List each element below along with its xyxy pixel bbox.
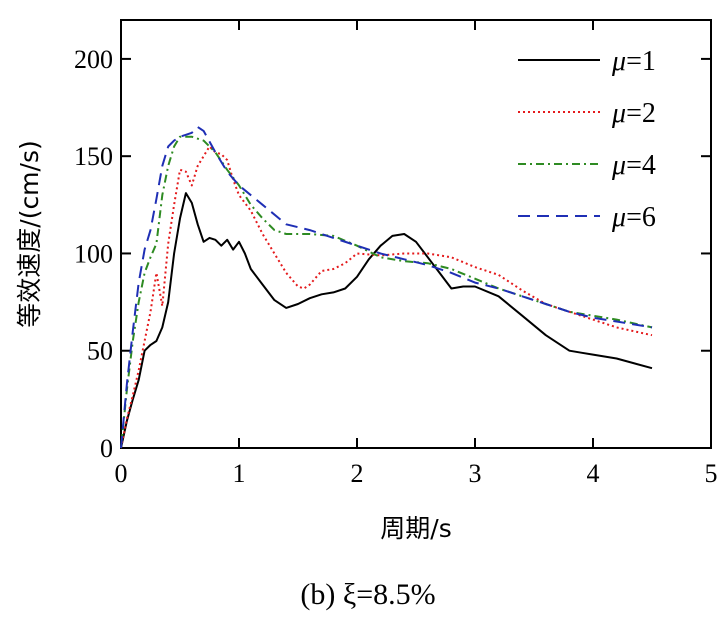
- legend-label: μ=2: [611, 98, 656, 129]
- legend-label: μ=6: [611, 202, 656, 233]
- x-tick-label: 1: [233, 459, 246, 488]
- y-tick-label: 150: [74, 142, 113, 171]
- y-axis-title: 等效速度/(cm/s): [15, 140, 44, 327]
- y-tick-label: 0: [100, 434, 113, 463]
- series-layer: [120, 126, 653, 449]
- series-line-mu2: [120, 145, 653, 449]
- legend-label: μ=4: [611, 150, 656, 181]
- series-line-mu1: [120, 192, 653, 449]
- legend-label: μ=1: [611, 46, 656, 77]
- x-tick-label: 0: [115, 459, 128, 488]
- x-tick-label: 5: [705, 459, 718, 488]
- series-line-mu6: [120, 126, 653, 449]
- x-tick-label: 4: [587, 459, 600, 488]
- series-line-mu4: [120, 135, 653, 449]
- y-tick-label: 50: [87, 337, 113, 366]
- x-axis-title: 周期/s: [380, 514, 451, 543]
- legend: μ=1 μ=2 μ=4 μ=6: [518, 46, 656, 233]
- plot-frame: [120, 19, 712, 449]
- x-tick-label: 3: [469, 459, 482, 488]
- x-tick-label: 2: [351, 459, 364, 488]
- y-tick-label: 100: [74, 239, 113, 268]
- y-tick-label: 200: [74, 45, 113, 74]
- figure-caption: (b) ξ=8.5%: [300, 578, 435, 611]
